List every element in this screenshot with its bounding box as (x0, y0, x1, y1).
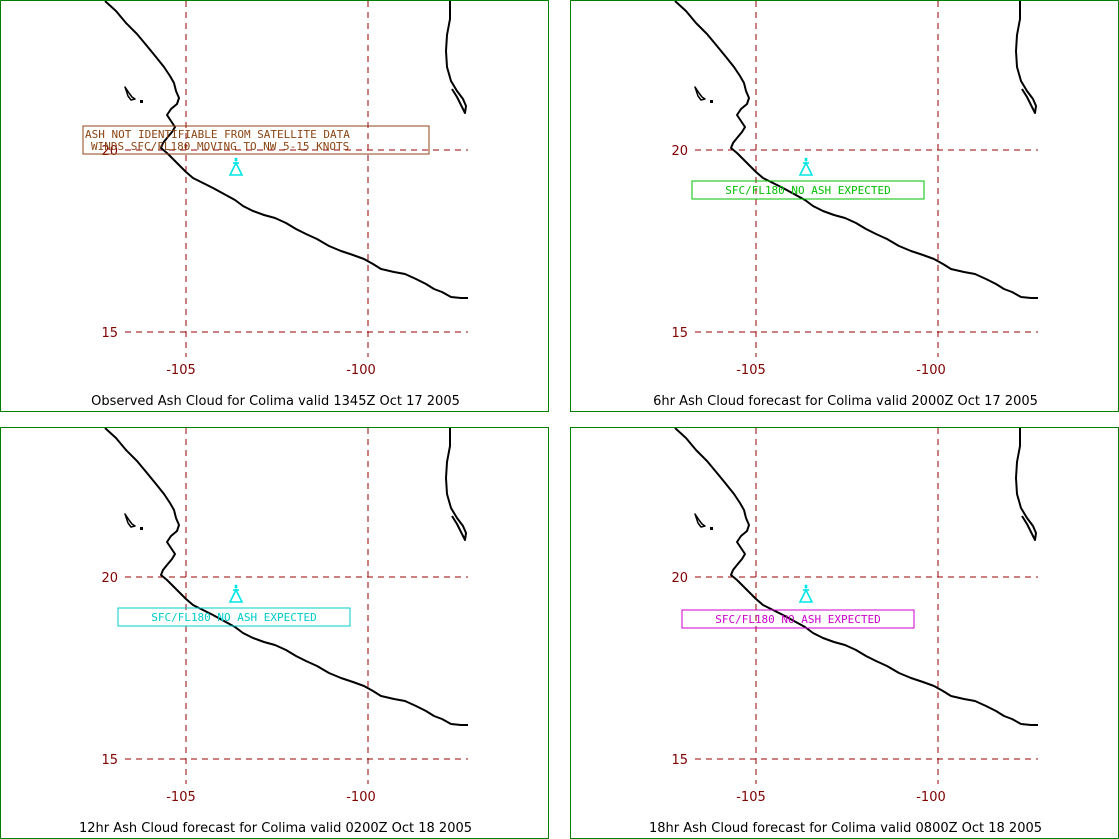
coastline-pacific (674, 428, 1038, 726)
ash-message-box: SFC/FL180 NO ASH EXPECTED (117, 607, 351, 627)
lon-label-100: -100 (916, 790, 946, 805)
coastline (104, 428, 468, 726)
volcano-icon (798, 157, 814, 176)
message-line-2: WINDS SFC/FL180 MOVING TO NW 5-15 KNOTS (91, 140, 349, 153)
volcano-icon (798, 584, 814, 603)
lat-label-20: 20 (671, 571, 688, 586)
lon-label-105: -105 (736, 363, 766, 378)
map-panel-observed: 20 15 -105 -100 ASH NOT IDENTIFIABLE FRO… (0, 0, 549, 412)
coastline-gulf (1015, 1, 1037, 114)
lat-label-15: 15 (101, 753, 118, 768)
message-line-1: SFC/FL180 NO ASH EXPECTED (715, 613, 881, 626)
coastline (674, 1, 1038, 299)
lon-label-100: -100 (346, 363, 376, 378)
panel-caption: Observed Ash Cloud for Colima valid 1345… (91, 394, 460, 409)
grid-lines (695, 428, 1038, 784)
panel-caption: 18hr Ash Cloud forecast for Colima valid… (648, 821, 1043, 836)
panel-caption: 6hr Ash Cloud forecast for Colima valid … (653, 394, 1038, 409)
map-canvas: 20 15 -105 -100 SFC/FL180 NO ASH EXPECTE… (101, 428, 468, 805)
map-panel-6hr: 20 15 -105 -100 SFC/FL180 NO ASH EXPECTE… (570, 0, 1119, 412)
coastline-gulf (1015, 428, 1037, 541)
panel-caption: 12hr Ash Cloud forecast for Colima valid… (78, 821, 473, 836)
lat-label-20: 20 (671, 144, 688, 159)
grid-lines (125, 428, 468, 784)
grid-lines (695, 1, 1038, 357)
map-canvas: 20 15 -105 -100 ASH NOT IDENTIFIABLE FRO… (82, 1, 468, 378)
lon-label-100: -100 (916, 363, 946, 378)
coastline-pacific (674, 1, 1038, 299)
coastline-pacific (104, 428, 468, 726)
map-canvas: 20 15 -105 -100 SFC/FL180 NO ASH EXPECTE… (671, 428, 1038, 805)
message-line-1: SFC/FL180 NO ASH EXPECTED (151, 611, 317, 624)
lon-label-105: -105 (166, 363, 196, 378)
message-line-1: ASH NOT IDENTIFIABLE FROM SATELLITE DATA (85, 128, 350, 141)
ash-message-box: ASH NOT IDENTIFIABLE FROM SATELLITE DATA… (82, 125, 430, 155)
coastline-pacific (104, 1, 468, 299)
map-panel-18hr: 20 15 -105 -100 SFC/FL180 NO ASH EXPECTE… (570, 427, 1119, 839)
lat-label-20: 20 (101, 571, 118, 586)
island (694, 513, 706, 528)
lat-label-15: 15 (101, 326, 118, 341)
islet (710, 527, 713, 530)
coastline (104, 1, 468, 299)
island (124, 86, 136, 101)
map-panel-12hr: 20 15 -105 -100 SFC/FL180 NO ASH EXPECTE… (0, 427, 549, 839)
ash-message-box: SFC/FL180 NO ASH EXPECTED (691, 180, 925, 200)
lon-label-100: -100 (346, 790, 376, 805)
islet (710, 100, 713, 103)
map-canvas: 20 15 -105 -100 SFC/FL180 NO ASH EXPECTE… (671, 1, 1038, 378)
grid-lines (125, 1, 468, 357)
island (124, 513, 136, 528)
volcano-icon (228, 157, 244, 176)
ash-message-box: SFC/FL180 NO ASH EXPECTED (681, 609, 915, 629)
lat-label-20: 20 (101, 144, 118, 159)
lon-label-105: -105 (736, 790, 766, 805)
lat-label-15: 15 (671, 753, 688, 768)
message-line-1: SFC/FL180 NO ASH EXPECTED (725, 184, 891, 197)
island (694, 86, 706, 101)
lat-label-15: 15 (671, 326, 688, 341)
lon-label-105: -105 (166, 790, 196, 805)
islet (140, 527, 143, 530)
islet (140, 100, 143, 103)
coastline (674, 428, 1038, 726)
coastline-gulf (445, 428, 467, 541)
volcano-icon (228, 584, 244, 603)
coastline-gulf (445, 1, 467, 114)
